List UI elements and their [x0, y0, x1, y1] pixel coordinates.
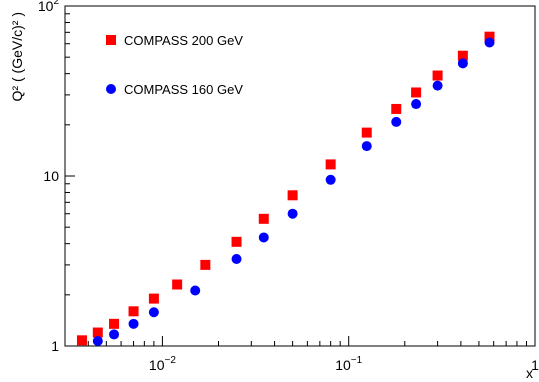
data-point-series-2	[190, 285, 201, 296]
data-point-series-2	[432, 80, 443, 91]
x-tick-label: 1	[531, 357, 539, 373]
legend-marker-circle	[106, 84, 116, 94]
data-point-series-2	[287, 208, 298, 219]
y-axis-label: Q² ( (GeV/c)² )	[9, 12, 25, 101]
data-point-series-1	[92, 327, 103, 338]
x-tick-label: 10−2	[149, 355, 176, 373]
x-tick-label: 10−1	[335, 355, 362, 373]
legend-label-series-2: COMPASS 160 GeV	[124, 82, 243, 97]
data-point-series-1	[128, 306, 139, 317]
data-point-series-1	[411, 87, 422, 98]
y-tick-label: 1	[51, 338, 59, 354]
data-point-series-2	[231, 253, 242, 264]
legend-marker-square	[106, 35, 116, 45]
data-point-series-2	[109, 329, 120, 340]
data-point-series-1	[172, 279, 183, 290]
x-axis-label: x	[526, 365, 533, 381]
data-point-series-1	[361, 127, 372, 138]
data-point-series-1	[484, 31, 495, 42]
legend: COMPASS 200 GeV COMPASS 160 GeV	[106, 33, 243, 97]
data-point-series-1	[109, 318, 120, 329]
data-point-series-1	[200, 259, 211, 270]
data-point-series-1	[287, 190, 298, 201]
data-point-series-2	[457, 58, 468, 69]
data-point-series-2	[411, 99, 422, 110]
y-tick-label: 102	[38, 0, 60, 14]
data-point-series-2	[484, 37, 495, 48]
y-tick-label: 10	[43, 168, 59, 184]
data-point-series-1	[391, 103, 402, 114]
data-point-series-1	[457, 50, 468, 61]
legend-label-series-1: COMPASS 200 GeV	[124, 33, 243, 48]
data-point-series-2	[325, 174, 336, 185]
data-point-series-2	[92, 336, 103, 347]
data-point-series-2	[148, 307, 159, 318]
data-point-series-1	[148, 293, 159, 304]
data-point-series-1	[432, 70, 443, 81]
axis-ticks: 10−2 10−1 1 1 10 102	[38, 0, 539, 373]
data-point-series-1	[231, 236, 242, 247]
data-point-series-2	[391, 116, 402, 127]
data-point-series-1	[76, 335, 87, 346]
data-point-series-2	[128, 318, 139, 329]
data-point-series-2	[258, 232, 269, 243]
data-point-series-2	[361, 141, 372, 152]
data-point-series-1	[325, 159, 336, 170]
data-points	[76, 31, 495, 347]
data-point-series-1	[258, 213, 269, 224]
